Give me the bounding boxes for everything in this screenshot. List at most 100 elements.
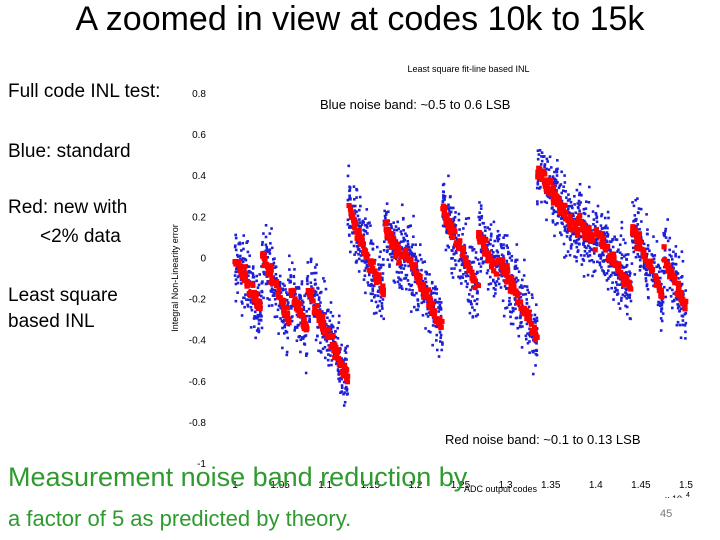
blue-data-point xyxy=(243,305,246,309)
blue-data-point xyxy=(514,307,517,311)
blue-data-point xyxy=(671,300,674,303)
blue-data-point xyxy=(631,246,635,250)
blue-data-point xyxy=(543,165,546,169)
blue-data-point xyxy=(327,353,330,356)
blue-data-point xyxy=(575,188,579,192)
blue-data-point xyxy=(234,233,238,237)
blue-data-point xyxy=(448,206,452,209)
red-data-point xyxy=(308,296,315,302)
red-data-point xyxy=(445,219,452,225)
blue-data-point xyxy=(565,235,569,238)
blue-data-point xyxy=(382,248,386,252)
blue-data-point xyxy=(474,283,477,287)
blue-data-point xyxy=(551,219,555,222)
blue-data-point xyxy=(264,249,268,253)
blue-data-point xyxy=(575,238,579,242)
x-tick-label: 1.05 xyxy=(270,480,290,491)
blue-data-point xyxy=(400,263,404,267)
blue-data-point xyxy=(515,276,518,280)
red-data-point xyxy=(242,264,248,270)
blue-data-point xyxy=(319,351,323,354)
red-noise-note: Red noise band: ~0.1 to 0.13 LSB xyxy=(445,432,641,447)
blue-data-point xyxy=(508,296,511,300)
blue-data-point xyxy=(346,392,349,395)
blue-data-point xyxy=(264,235,268,239)
red-data-point xyxy=(557,204,563,211)
blue-data-point xyxy=(264,243,268,247)
blue-data-point xyxy=(342,404,346,407)
blue-data-point xyxy=(251,273,255,277)
red-data-point xyxy=(621,282,627,288)
blue-data-point xyxy=(251,275,255,279)
blue-data-point xyxy=(438,305,442,309)
blue-data-point xyxy=(477,215,481,219)
red-data-point xyxy=(679,300,685,306)
blue-data-point xyxy=(329,311,333,314)
blue-data-point xyxy=(664,227,668,231)
red-data-point xyxy=(334,350,340,356)
blue-data-point xyxy=(251,302,255,305)
blue-data-point xyxy=(663,234,666,238)
red-data-point xyxy=(273,279,279,285)
blue-data-point xyxy=(607,265,611,268)
blue-data-point xyxy=(666,259,670,262)
blue-data-point xyxy=(289,304,293,308)
blue-data-point xyxy=(613,290,617,294)
blue-data-point xyxy=(464,217,468,221)
blue-data-point xyxy=(236,275,240,279)
blue-data-point xyxy=(645,213,648,216)
blue-data-point xyxy=(580,193,583,197)
blue-data-point xyxy=(378,255,381,259)
blue-data-point xyxy=(293,329,296,332)
blue-data-point xyxy=(645,268,649,272)
red-data-point xyxy=(305,287,311,294)
red-data-point xyxy=(609,251,615,258)
red-data-point xyxy=(429,309,435,315)
blue-data-point xyxy=(581,257,585,261)
red-data-point xyxy=(354,235,360,241)
blue-data-point xyxy=(241,260,245,263)
red-data-point xyxy=(322,330,328,336)
blue-data-point xyxy=(414,255,418,259)
blue-data-point xyxy=(305,354,308,358)
blue-data-point xyxy=(606,210,610,214)
red-data-point xyxy=(574,229,580,235)
blue-data-point xyxy=(625,263,629,267)
blue-data-point xyxy=(260,326,264,330)
blue-data-point xyxy=(578,203,581,207)
blue-data-point xyxy=(490,232,493,236)
blue-data-point xyxy=(398,283,401,286)
red-data-point xyxy=(373,272,379,278)
blue-data-point xyxy=(335,359,339,363)
blue-data-point xyxy=(568,237,572,240)
blue-data-point xyxy=(499,243,503,246)
blue-data-point xyxy=(515,316,519,320)
blue-data-point xyxy=(336,326,339,330)
blue-data-point xyxy=(288,268,291,271)
red-data-point xyxy=(463,257,469,263)
blue-data-point xyxy=(353,197,356,201)
blue-data-point xyxy=(295,326,299,329)
red-data-point xyxy=(337,360,344,366)
blue-data-point xyxy=(328,319,332,323)
blue-data-point xyxy=(646,247,650,251)
blue-data-point xyxy=(471,315,475,319)
y-tick-label: -0.6 xyxy=(189,377,207,388)
blue-data-point xyxy=(385,211,388,214)
blue-data-point xyxy=(470,261,474,264)
red-data-point xyxy=(606,255,612,261)
blue-data-point xyxy=(326,331,330,334)
blue-data-point xyxy=(570,204,573,208)
red-data-point xyxy=(284,311,291,318)
blue-data-point xyxy=(246,303,249,307)
blue-data-point xyxy=(268,248,272,252)
blue-data-point xyxy=(278,274,282,278)
blue-data-point xyxy=(600,227,604,230)
blue-data-point xyxy=(272,294,276,297)
red-data-point xyxy=(587,231,593,238)
blue-data-point xyxy=(595,241,599,245)
blue-data-point xyxy=(600,266,603,269)
red-data-point xyxy=(584,232,591,238)
blue-data-point xyxy=(307,319,311,323)
blue-data-point xyxy=(249,298,253,302)
